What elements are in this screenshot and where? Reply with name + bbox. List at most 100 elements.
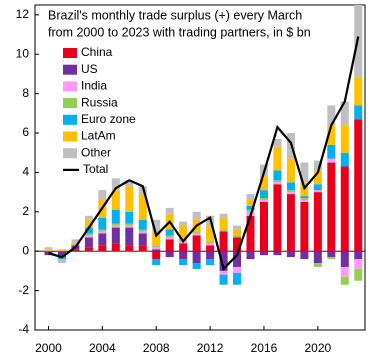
- bar-segment: [44, 249, 53, 252]
- bar-segment: [246, 194, 255, 200]
- y-tick-label: 10: [16, 46, 30, 60]
- bar-segment: [246, 251, 255, 260]
- bar-segment: [259, 200, 268, 202]
- bar-segment: [111, 178, 120, 191]
- bar-segment: [179, 221, 188, 226]
- bar-segment: [165, 207, 174, 214]
- bar-segment: [273, 170, 282, 181]
- legend-label: Euro zone: [81, 112, 136, 126]
- bar-segment: [354, 251, 363, 260]
- bar-segment: [313, 251, 322, 264]
- bar-segment: [327, 125, 336, 145]
- legend-swatch: [63, 48, 77, 58]
- bar-segment: [219, 229, 228, 232]
- bar-segment: [138, 231, 147, 234]
- bar-segment: [327, 144, 336, 159]
- bar-segment: [125, 211, 134, 224]
- bar-segment: [313, 192, 322, 252]
- bar-segment: [273, 180, 282, 183]
- bar-segment: [259, 190, 268, 199]
- bar-segment: [286, 158, 295, 183]
- bar-segment: [152, 247, 161, 250]
- bar-segment: [125, 225, 134, 228]
- y-tick-label: -4: [18, 322, 29, 336]
- bar-segment: [179, 251, 188, 260]
- bar-segment: [192, 263, 201, 269]
- y-tick-label: 2: [22, 204, 29, 218]
- x-tick-label: 2004: [89, 341, 116, 355]
- chart-title: from 2000 to 2023 with trading partners,…: [48, 25, 311, 39]
- bar-segment: [233, 225, 242, 230]
- bar-segment: [300, 251, 309, 260]
- bar-segment: [300, 198, 309, 200]
- bar-segment: [57, 251, 66, 258]
- bar-segment: [233, 229, 242, 236]
- bar-segment: [219, 251, 228, 271]
- bar-segment: [246, 215, 255, 252]
- bar-segment: [233, 235, 242, 238]
- bar-segment: [219, 231, 228, 252]
- legend-label: China: [81, 45, 113, 59]
- legend-label: Total: [83, 162, 108, 176]
- legend-label: Russia: [81, 95, 118, 109]
- bar-segment: [206, 243, 215, 246]
- y-tick-label: -2: [18, 283, 29, 297]
- bar-segment: [152, 231, 161, 246]
- bar-segment: [286, 182, 295, 191]
- bar-segment: [71, 243, 80, 246]
- bar-segment: [246, 205, 255, 210]
- bar-segment: [138, 245, 147, 252]
- bar-segment: [273, 138, 282, 147]
- bar-segment: [125, 223, 134, 226]
- bar-segment: [286, 190, 295, 193]
- bar-segment: [165, 237, 174, 240]
- legend-label: US: [81, 62, 98, 76]
- bar-segment: [71, 239, 80, 244]
- bar-segment: [354, 105, 363, 120]
- bar-segment: [286, 192, 295, 195]
- bar-segment: [259, 198, 268, 200]
- bar-segment: [327, 158, 336, 163]
- bar-segment: [179, 225, 188, 240]
- bar-segment: [71, 249, 80, 252]
- bar-segment: [57, 249, 66, 252]
- bar-segment: [300, 200, 309, 202]
- bar-segment: [152, 259, 161, 265]
- bar-segment: [327, 257, 336, 260]
- bar-segment: [192, 211, 201, 220]
- chart-title: Brazil's monthly trade surplus (+) every…: [48, 8, 302, 22]
- bar-segment: [98, 229, 107, 232]
- bar-segment: [84, 219, 93, 228]
- bar-segment: [259, 251, 268, 256]
- bar-segment: [111, 243, 120, 252]
- bar-segment: [111, 209, 120, 224]
- bar-segment: [340, 152, 349, 167]
- y-tick-label: 0: [22, 243, 29, 257]
- bar-segment: [84, 237, 93, 248]
- bar-segment: [192, 251, 201, 264]
- legend-swatch: [63, 148, 77, 159]
- bar-segment: [206, 251, 215, 260]
- bar-segment: [98, 245, 107, 252]
- bar-segment: [138, 233, 147, 246]
- bar-segment: [273, 182, 282, 185]
- bar-segment: [286, 251, 295, 258]
- bar-segment: [84, 233, 93, 236]
- bar-segment: [98, 231, 107, 234]
- bar-segment: [259, 176, 268, 191]
- bar-segment: [152, 249, 161, 252]
- x-tick-label: 2008: [143, 341, 170, 355]
- bar-segment: [206, 259, 215, 265]
- bar-segment: [165, 251, 174, 258]
- bar-segment: [313, 190, 322, 193]
- bar-segment: [300, 196, 309, 199]
- bar-segment: [206, 225, 215, 242]
- bar-segment: [125, 227, 134, 246]
- bar-segment: [313, 160, 322, 171]
- bar-segment: [165, 229, 174, 236]
- bar-segment: [233, 266, 242, 273]
- bar-segment: [179, 259, 188, 265]
- bar-segment: [179, 243, 188, 252]
- bar-segment: [206, 241, 215, 244]
